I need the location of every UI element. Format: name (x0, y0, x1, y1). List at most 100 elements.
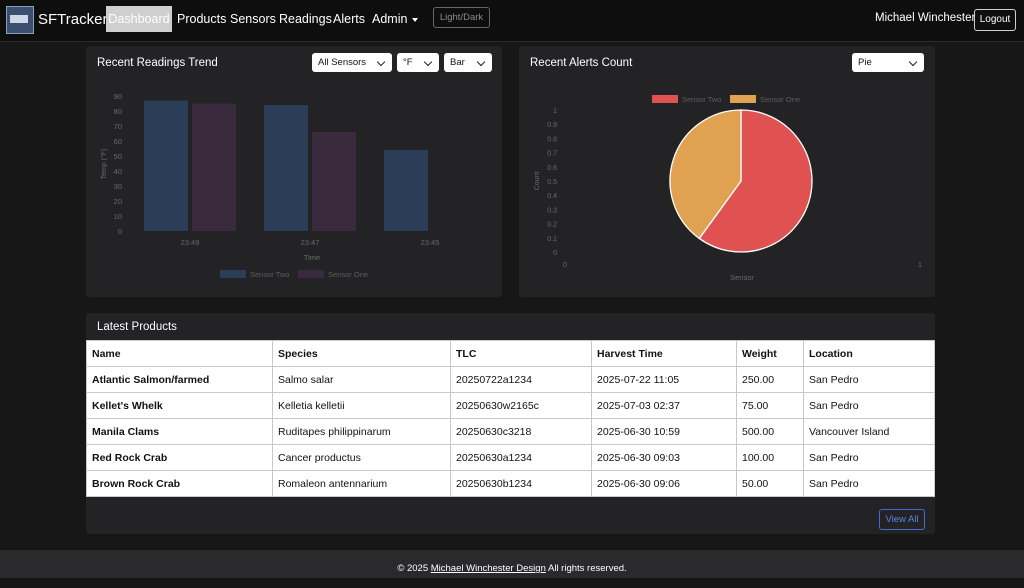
table-cell: 2025-06-30 09:03 (591, 444, 737, 471)
sensor-select[interactable]: All Sensors (312, 53, 392, 72)
y-tick-label: 0.6 (547, 165, 557, 172)
column-header[interactable]: Name (86, 340, 273, 367)
chart-type-select[interactable]: Bar (444, 53, 492, 72)
footer-rights: All rights reserved. (547, 563, 627, 574)
pie-slice (698, 109, 813, 253)
table-cell: 20250722a1234 (450, 366, 592, 393)
y-tick-label: 0.9 (547, 122, 557, 129)
logo[interactable] (6, 6, 34, 34)
readings-card-title: Recent Readings Trend (97, 57, 218, 69)
readings-card: Recent Readings Trend All Sensors °F Bar… (86, 46, 502, 297)
table-cell: 2025-06-30 10:59 (591, 418, 737, 445)
nav-admin-label: Admin (372, 12, 408, 26)
bar (192, 103, 236, 231)
table-header-row: Name Species TLC Harvest Time Weight Loc… (86, 340, 935, 367)
user-name: Michael Winchester (875, 12, 976, 24)
y-axis-label: Count (534, 172, 541, 191)
column-header[interactable]: TLC (450, 340, 592, 367)
bar (144, 100, 188, 231)
legend-label: Sensor Two (250, 270, 289, 279)
y-axis-label: Temp (°F) (100, 149, 108, 180)
table-cell: 20250630c3218 (450, 418, 592, 445)
bar (264, 105, 308, 231)
nav-dashboard[interactable]: Dashboard (106, 6, 172, 32)
nav-readings[interactable]: Readings (279, 12, 332, 26)
table-cell: Atlantic Salmon/farmed (86, 366, 273, 393)
table-row[interactable]: Atlantic Salmon/farmed Salmo salar 2025072… (86, 366, 935, 393)
column-header[interactable]: Harvest Time (591, 340, 737, 367)
y-tick-label: 10 (114, 212, 122, 221)
table-cell: Vancouver Island (803, 418, 935, 445)
alerts-chart-type-select[interactable]: Pie (852, 53, 924, 72)
table-cell: Romaleon antennarium (272, 470, 451, 497)
brand-name[interactable]: SFTracker (38, 11, 108, 28)
sensor-select-value: All Sensors (318, 57, 367, 68)
table-cell: 20250630w2165c (450, 392, 592, 419)
legend-label: Sensor One (760, 95, 800, 104)
table-row[interactable]: Red Rock Crab Cancer productus 20250630a12… (86, 444, 935, 471)
table-cell: 20250630a1234 (450, 444, 592, 471)
nav-sensors[interactable]: Sensors (230, 12, 276, 26)
x-axis-label: Time (304, 253, 320, 262)
bar (384, 150, 428, 231)
x-tick-label: 23:49 (181, 238, 200, 247)
y-tick-label: 0.1 (547, 236, 557, 243)
bar (312, 132, 356, 231)
nav-admin[interactable]: Admin (372, 12, 419, 26)
table-cell: 2025-07-03 02:37 (591, 392, 737, 419)
y-tick-label: 0.4 (547, 193, 557, 200)
y-tick-label: 0.8 (547, 136, 557, 143)
products-card-title: Latest Products (97, 321, 177, 333)
theme-toggle-button[interactable]: Light/Dark (433, 7, 490, 28)
table-cell: San Pedro (803, 366, 935, 393)
products-table: Name Species TLC Harvest Time Weight Loc… (86, 340, 935, 497)
footer: © 2025 Michael Winchester Design All rig… (0, 550, 1024, 578)
table-row[interactable]: Kellet's Whelk Kelletia kelletii 20250630w… (86, 392, 935, 419)
nav-products[interactable]: Products (177, 12, 227, 26)
unit-select-value: °F (403, 57, 413, 68)
table-cell: 2025-07-22 11:05 (591, 366, 737, 393)
table-row[interactable]: Manila Clams Ruditapes philippinarum 20250… (86, 418, 935, 445)
view-all-button[interactable]: View All (879, 509, 925, 530)
y-tick-label: 0.7 (547, 151, 557, 158)
table-cell: Manila Clams (86, 418, 273, 445)
nav-alerts[interactable]: Alerts (333, 12, 365, 26)
x-axis-label: Sensor (730, 273, 754, 282)
footer-copyright: © 2025 (397, 563, 429, 574)
navbar: SFTracker Dashboard Products Sensors Rea… (0, 0, 1024, 42)
table-cell: Kelletia kelletii (272, 392, 451, 419)
column-header[interactable]: Weight (736, 340, 804, 367)
table-row[interactable]: Brown Rock Crab Romaleon antennarium 20250… (86, 470, 935, 497)
alerts-pie-chart: 0 0.1 0.2 0.3 0.4 0.5 0.6 0.7 0.8 0.9 1 Count 0 1 Sens… (534, 95, 922, 282)
table-cell: Ruditapes philippinarum (272, 418, 451, 445)
alerts-card: Recent Alerts Count Pie 0 0.1 0.2 0.3 0.4 0.5… (519, 46, 935, 297)
x-tick-label: 23:47 (301, 238, 320, 247)
y-tick-label: 0.3 (547, 207, 557, 214)
legend-label: Sensor Two (682, 95, 721, 104)
x-tick-label: 0 (563, 262, 567, 269)
table-cell: 100.00 (736, 444, 804, 471)
table-cell: San Pedro (803, 392, 935, 419)
table-cell: 250.00 (736, 366, 804, 393)
y-tick-label: 60 (114, 137, 122, 146)
logout-button[interactable]: Logout (974, 9, 1016, 31)
table-cell: 75.00 (736, 392, 804, 419)
y-tick-label: 0.5 (547, 179, 557, 186)
chart-type-select-value: Bar (450, 57, 465, 68)
table-cell: Cancer productus (272, 444, 451, 471)
alerts-card-title: Recent Alerts Count (530, 57, 633, 69)
footer-link[interactable]: Michael Winchester Design (430, 563, 546, 574)
legend-swatch (730, 95, 756, 103)
table-cell: San Pedro (803, 444, 935, 471)
table-cell: 2025-06-30 09:06 (591, 470, 737, 497)
unit-select[interactable]: °F (397, 53, 439, 72)
table-cell: San Pedro (803, 470, 935, 497)
y-tick-label: 0.2 (547, 222, 557, 229)
y-tick-label: 90 (114, 92, 122, 101)
column-header[interactable]: Location (803, 340, 935, 367)
caret-down-icon (412, 17, 419, 22)
table-cell: 20250630b1234 (450, 470, 592, 497)
table-cell: 50.00 (736, 470, 804, 497)
column-header[interactable]: Species (272, 340, 451, 367)
y-tick-label: 50 (114, 152, 122, 161)
